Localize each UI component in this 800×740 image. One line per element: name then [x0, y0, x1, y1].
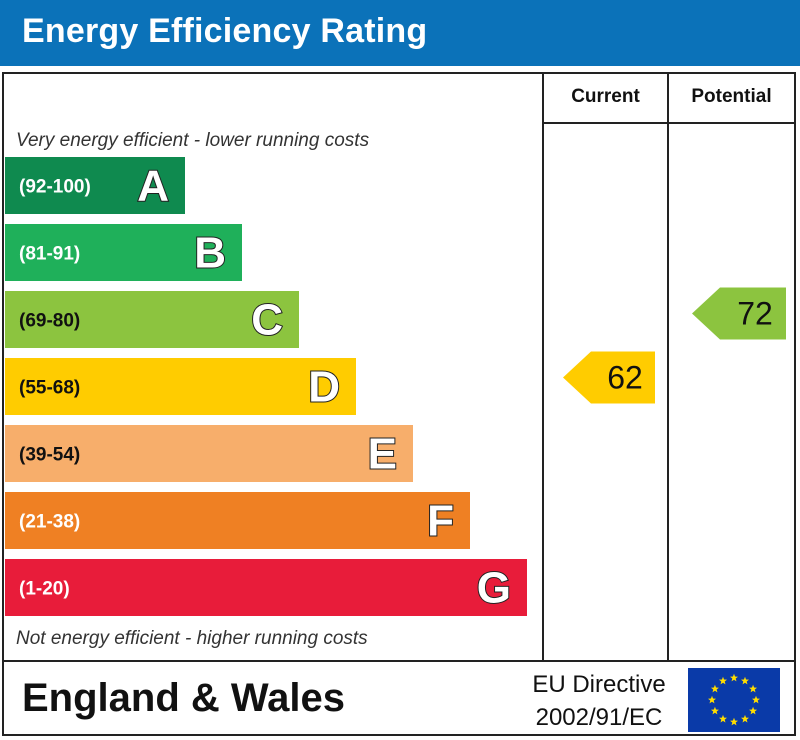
eu-star-icon — [749, 706, 758, 715]
chart-title: Energy Efficiency Rating — [22, 12, 428, 50]
band-range-a: (92-100) — [19, 177, 91, 198]
divider-current — [542, 72, 544, 662]
band-letter-g: G — [477, 564, 511, 613]
band-c — [5, 291, 299, 348]
eu-star-icon — [719, 714, 727, 723]
column-header-potential: Potential — [691, 86, 772, 107]
band-range-c: (69-80) — [19, 311, 80, 332]
band-range-b: (81-91) — [19, 244, 80, 265]
band-range-f: (21-38) — [19, 512, 80, 533]
chart-frame — [2, 72, 796, 736]
current-rating-value: 62 — [607, 360, 643, 396]
band-d — [5, 358, 356, 415]
eu-star-icon — [730, 673, 738, 682]
note-top: Very energy efficient - lower running co… — [16, 130, 370, 151]
band-a — [5, 157, 185, 214]
header-divider — [542, 122, 796, 124]
band-letter-e: E — [368, 430, 397, 479]
band-letter-d: D — [308, 363, 340, 412]
band-letter-f: F — [427, 497, 454, 546]
region-label: England & Wales — [22, 676, 346, 720]
title-bar: Energy Efficiency Rating — [0, 0, 800, 66]
column-header-current: Current — [571, 86, 640, 107]
note-bottom: Not energy efficient - higher running co… — [16, 628, 368, 649]
band-letter-c: C — [251, 296, 283, 345]
eu-star-icon — [719, 676, 727, 685]
divider-potential — [667, 72, 669, 662]
footer-divider — [2, 660, 796, 662]
band-b — [5, 224, 242, 281]
eu-star-icon — [741, 676, 749, 685]
band-range-d: (55-68) — [19, 378, 80, 399]
eu-star-icon — [708, 695, 716, 704]
current-rating-arrow — [563, 351, 655, 404]
eu-star-icon — [749, 684, 758, 693]
band-range-e: (39-54) — [19, 445, 80, 466]
eu-flag-icon — [688, 668, 780, 732]
eu-star-icon — [710, 684, 719, 693]
potential-rating-arrow — [692, 287, 786, 340]
eu-directive-number: 2002/91/EC — [535, 704, 663, 731]
band-g — [5, 559, 527, 616]
band-e — [5, 425, 413, 482]
band-range-g: (1-20) — [19, 579, 70, 600]
band-letter-b: B — [194, 229, 226, 278]
eu-star-icon — [730, 717, 738, 726]
eu-directive-label: EU Directive — [532, 671, 666, 698]
potential-rating-value: 72 — [737, 296, 773, 332]
eu-star-icon — [710, 706, 719, 715]
eu-star-icon — [752, 695, 760, 704]
band-letter-a: A — [137, 162, 169, 211]
band-f — [5, 492, 470, 549]
eu-star-icon — [741, 714, 749, 723]
